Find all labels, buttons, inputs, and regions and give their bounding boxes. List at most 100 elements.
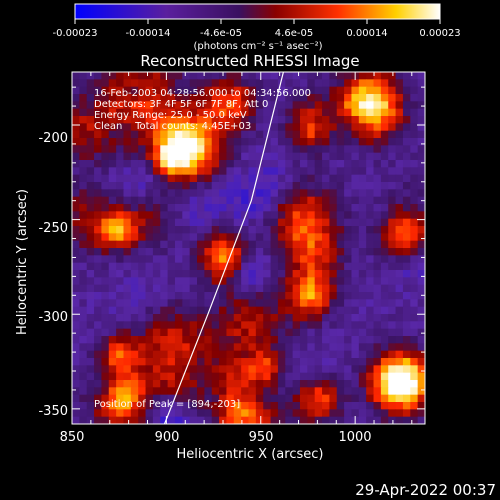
heatmap-cell [380,204,389,212]
heatmap-cell [211,372,220,381]
heatmap-cell [145,262,154,271]
heatmap-cell [167,226,176,234]
heatmap-cell [130,350,139,359]
heatmap-cell [86,336,95,344]
heatmap-cell [108,292,117,300]
heatmap-cell [130,196,139,205]
heatmap-cell [248,233,257,242]
heatmap-cell [314,204,323,212]
heatmap-cell [241,299,250,308]
heatmap-cell [255,79,264,88]
heatmap-cell [292,138,301,146]
heatmap-cell [123,226,132,234]
heatmap-cell [277,174,286,183]
heatmap-cell [299,240,308,249]
heatmap-cell [72,189,80,198]
heatmap-cell [204,152,213,161]
heatmap-cell [145,336,154,344]
heatmap-cell [255,86,264,95]
heatmap-cell [307,292,316,300]
heatmap-cell [314,86,323,95]
heatmap-cell [123,394,132,403]
heatmap-cell [402,226,411,234]
heatmap-cell [285,211,294,220]
heatmap-cell [101,350,110,359]
heatmap-cell [138,409,147,418]
heatmap-cell [204,306,213,315]
heatmap-cell [402,402,411,410]
heatmap-cell [395,94,404,102]
heatmap-cell [277,189,286,198]
heatmap-cell [366,314,375,322]
heatmap-cell [307,204,316,212]
heatmap-cell [380,284,389,293]
heatmap-cell [380,358,389,366]
heatmap-cell [101,233,110,242]
heatmap-cell [299,350,308,359]
heatmap-cell [86,292,95,300]
heatmap-cell [322,211,330,220]
heatmap-cell [138,174,147,183]
heatmap-cell [336,292,345,300]
heatmap-cell [395,328,404,337]
heatmap-cell [270,299,279,308]
heatmap-cell [351,270,360,278]
heatmap-cell [101,387,110,396]
colorbar-tick-label: -0.00023 [53,28,98,39]
heatmap-cell [351,196,360,205]
heatmap-cell [219,123,228,132]
heatmap-cell [307,123,316,132]
heatmap-cell [307,130,316,139]
heatmap-cell [145,292,154,300]
heatmap-cell [307,328,316,337]
heatmap-cell [138,182,147,190]
heatmap-cell [108,123,117,132]
heatmap-cell [72,387,80,396]
heatmap-cell [417,387,425,396]
heatmap-cell [270,116,279,124]
heatmap-cell [277,255,286,264]
heatmap-cell [388,350,397,359]
heatmap-cell [226,402,235,410]
heatmap-cell [417,72,425,80]
heatmap-cell [402,299,411,308]
heatmap-cell [299,314,308,322]
heatmap-cell [152,380,161,388]
heatmap-cell [255,101,264,110]
heatmap-cell [167,299,176,308]
heatmap-cell [211,72,220,80]
heatmap-cell [351,380,360,388]
heatmap-cell [152,365,161,374]
heatmap-cell [285,328,294,337]
heatmap-cell [152,292,161,300]
heatmap-cell [123,277,132,286]
heatmap-cell [395,226,404,234]
heatmap-cell [402,270,411,278]
heatmap-cell [160,94,169,102]
heatmap-cell [94,328,103,337]
heatmap-cell [285,314,294,322]
heatmap-cell [388,416,397,424]
heatmap-cell [380,116,389,124]
heatmap-cell [322,409,330,418]
heatmap-cell [270,314,279,322]
heatmap-cell [241,284,250,293]
heatmap-cell [138,299,147,308]
heatmap-cell [270,152,279,161]
heatmap-cell [226,218,235,227]
heatmap-cell [336,108,345,117]
heatmap-cell [344,174,353,183]
heatmap-cell [248,189,257,198]
heatmap-cell [351,394,360,403]
heatmap-cell [204,270,213,278]
heatmap-cell [197,358,205,366]
heatmap-cell [219,343,228,352]
heatmap-cell [152,277,161,286]
heatmap-cell [344,380,353,388]
heatmap-cell [402,321,411,330]
heatmap-cell [285,321,294,330]
heatmap-cell [79,145,88,154]
heatmap-cell [160,152,169,161]
heatmap-cell [211,116,220,124]
heatmap-cell [299,152,308,161]
